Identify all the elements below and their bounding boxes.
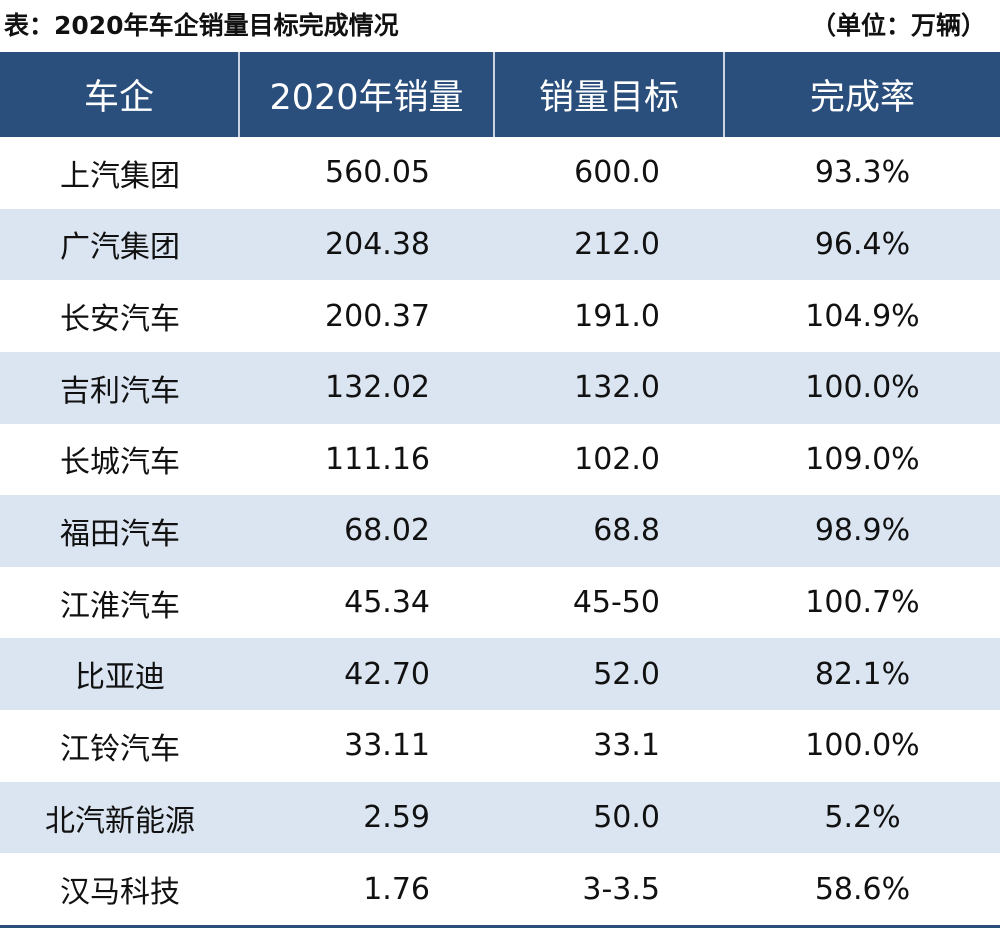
table-row: 吉利汽车 132.02 132.0 100.0% [0,351,1000,424]
table-cell: 50.0 [593,800,660,836]
table-cell: 2.59 [363,800,430,836]
header-cell: 销量目标 [495,52,725,137]
unit-note: （单位：万辆） [810,11,986,40]
table-cell: 560.05 [325,155,430,191]
table-cell: 200.37 [325,298,430,334]
table-cell: 93.3% [814,155,911,191]
table-row: 上汽集团 560.05 600.0 93.3% [0,137,1000,209]
table-row: 汉马科技 1.76 3-3.5 58.6% [0,853,1000,925]
table-cell: 3-3.5 [582,871,660,907]
table-cell: 汉马科技 [60,875,180,911]
table-cell: 长安汽车 [60,302,180,338]
table-cell: 5.2% [824,800,901,836]
table-cell: 北汽新能源 [45,803,195,839]
table-cell: 1.76 [363,871,430,907]
table-cell: 109.0% [805,441,920,477]
table-cell: 68.02 [344,513,430,549]
table-bottom-border [0,925,1000,928]
table-cell: 100.7% [805,585,920,621]
table-row: 北汽新能源 2.59 50.0 5.2% [0,781,1000,854]
table-cell: 广汽集团 [60,230,180,266]
table-cell: 111.16 [325,441,430,477]
table-cell: 68.8 [593,513,660,549]
table-cell: 600.0 [574,155,660,191]
table-cell: 132.0 [574,370,660,406]
table-cell: 100.0% [805,728,920,764]
header-row: 车企 2020年销量 销量目标 完成率 [0,52,1000,137]
table-cell: 33.11 [344,728,430,764]
table-cell: 82.1% [814,656,911,692]
table-row: 江淮汽车 45.34 45-50 100.7% [0,566,1000,639]
table-cell: 191.0 [574,298,660,334]
table-row: 长城汽车 111.16 102.0 109.0% [0,423,1000,496]
table-row: 长安汽车 200.37 191.0 104.9% [0,280,1000,352]
header-cell: 2020年销量 [240,52,495,137]
table-cell: 52.0 [593,656,660,692]
table-cell: 104.9% [805,298,920,334]
table-cell: 江淮汽车 [60,588,180,624]
table-row: 江铃汽车 33.11 33.1 100.0% [0,710,1000,782]
table-cell: 比亚迪 [75,660,165,696]
table-cell: 45-50 [572,585,660,621]
table-row: 福田汽车 68.02 68.8 98.9% [0,495,1000,567]
table-cell: 212.0 [574,226,660,262]
table-cell: 58.6% [814,871,911,907]
table-cell: 204.38 [325,226,430,262]
table-cell: 江铃汽车 [60,731,180,767]
table-row: 广汽集团 204.38 212.0 96.4% [0,208,1000,281]
header-cell: 车企 [0,52,240,137]
table-cell: 福田汽车 [60,516,180,552]
table-cell: 42.70 [344,656,430,692]
table-cell: 96.4% [814,226,911,262]
table-cell: 33.1 [593,728,660,764]
table-cell: 长城汽车 [60,445,180,481]
table-row: 比亚迪 42.70 52.0 82.1% [0,638,1000,711]
table-cell: 132.02 [325,370,430,406]
table-cell: 45.34 [344,585,430,621]
table-cell: 上汽集团 [60,158,180,194]
table-cell: 100.0% [805,370,920,406]
table-cell: 98.9% [814,513,911,549]
table-cell: 吉利汽车 [60,373,180,409]
table-title: 表：2020年车企销量目标完成情况 [4,11,399,40]
table-cell: 102.0 [574,441,660,477]
header-cell: 完成率 [809,78,915,118]
table: 车企 2020年销量 销量目标 完成率上汽集团 560.05 600.0 93.3% 广汽集团… [0,52,1000,928]
